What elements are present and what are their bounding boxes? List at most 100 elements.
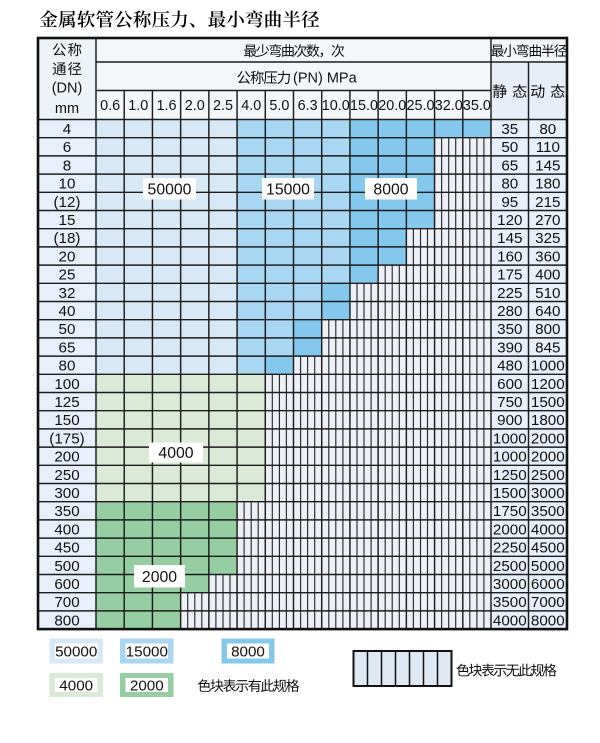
svg-text:845: 845: [535, 339, 560, 356]
svg-text:2000: 2000: [130, 677, 164, 694]
svg-text:1750: 1750: [493, 503, 527, 520]
svg-text:20: 20: [59, 248, 76, 265]
svg-text:2.5: 2.5: [213, 98, 233, 114]
svg-text:20.0: 20.0: [378, 98, 406, 114]
svg-text:50: 50: [59, 321, 76, 338]
svg-text:6000: 6000: [531, 576, 565, 593]
svg-text:35: 35: [501, 121, 518, 138]
svg-text:145: 145: [535, 157, 560, 174]
svg-text:450: 450: [54, 540, 79, 557]
svg-text:100: 100: [54, 376, 79, 393]
svg-text:8000: 8000: [231, 643, 265, 660]
svg-text:1000: 1000: [531, 358, 565, 375]
svg-text:1200: 1200: [531, 376, 565, 393]
svg-text:(DN): (DN): [52, 81, 83, 97]
svg-text:350: 350: [497, 321, 522, 338]
svg-text:325: 325: [535, 230, 560, 247]
svg-text:500: 500: [54, 558, 79, 575]
svg-text:2000: 2000: [493, 521, 527, 538]
svg-text:600: 600: [497, 376, 522, 393]
svg-text:1800: 1800: [531, 412, 565, 429]
svg-text:300: 300: [54, 485, 79, 502]
svg-text:400: 400: [54, 521, 79, 538]
svg-text:25: 25: [59, 267, 76, 284]
svg-text:5000: 5000: [531, 558, 565, 575]
svg-text:120: 120: [497, 212, 522, 229]
svg-text:6: 6: [63, 139, 71, 156]
svg-text:800: 800: [54, 612, 79, 629]
svg-text:32: 32: [59, 285, 76, 302]
svg-text:50000: 50000: [55, 643, 97, 660]
svg-text:350: 350: [54, 503, 79, 520]
svg-text:400: 400: [535, 267, 560, 284]
svg-text:145: 145: [497, 230, 522, 247]
svg-text:1500: 1500: [493, 485, 527, 502]
svg-text:(PN) MPa: (PN) MPa: [293, 71, 358, 87]
svg-text:125: 125: [54, 394, 79, 411]
svg-text:(175): (175): [49, 430, 84, 447]
svg-text:15: 15: [59, 212, 76, 229]
svg-text:1500: 1500: [531, 394, 565, 411]
svg-text:4: 4: [63, 121, 71, 138]
svg-text:(12): (12): [53, 194, 80, 211]
svg-text:10: 10: [59, 176, 76, 193]
svg-text:8000: 8000: [373, 181, 408, 198]
svg-text:2000: 2000: [531, 449, 565, 466]
svg-text:15.0: 15.0: [350, 98, 378, 114]
svg-text:1000: 1000: [493, 430, 527, 447]
svg-text:4000: 4000: [493, 612, 527, 629]
svg-text:7000: 7000: [531, 594, 565, 611]
svg-text:80: 80: [501, 176, 518, 193]
svg-text:8000: 8000: [531, 612, 565, 629]
svg-text:2250: 2250: [493, 540, 527, 557]
svg-text:250: 250: [54, 467, 79, 484]
svg-text:360: 360: [535, 248, 560, 265]
svg-text:40: 40: [59, 303, 76, 320]
svg-text:50: 50: [501, 139, 518, 156]
svg-text:270: 270: [535, 212, 560, 229]
svg-text:4000: 4000: [59, 677, 93, 694]
svg-text:640: 640: [535, 303, 560, 320]
svg-text:25.0: 25.0: [406, 98, 434, 114]
svg-text:65: 65: [501, 157, 518, 174]
svg-text:0.6: 0.6: [100, 98, 120, 114]
svg-text:750: 750: [497, 394, 522, 411]
svg-text:6.3: 6.3: [298, 98, 318, 114]
svg-text:200: 200: [54, 449, 79, 466]
svg-text:2000: 2000: [142, 569, 177, 586]
svg-text:1000: 1000: [493, 449, 527, 466]
svg-text:900: 900: [497, 412, 522, 429]
svg-text:8: 8: [63, 157, 71, 174]
svg-text:4000: 4000: [531, 521, 565, 538]
svg-text:32.0: 32.0: [435, 98, 463, 114]
svg-text:80: 80: [59, 358, 76, 375]
svg-text:50000: 50000: [148, 181, 192, 198]
svg-text:4500: 4500: [531, 540, 565, 557]
svg-text:95: 95: [501, 194, 518, 211]
svg-text:1.0: 1.0: [128, 98, 148, 114]
svg-text:5.0: 5.0: [269, 98, 289, 114]
svg-text:280: 280: [497, 303, 522, 320]
svg-text:4.0: 4.0: [241, 98, 261, 114]
svg-text:mm: mm: [55, 101, 79, 117]
svg-text:3500: 3500: [531, 503, 565, 520]
svg-text:65: 65: [59, 339, 76, 356]
svg-text:10.0: 10.0: [322, 98, 350, 114]
svg-text:3000: 3000: [493, 576, 527, 593]
svg-text:1.6: 1.6: [156, 98, 176, 114]
svg-text:(18): (18): [53, 230, 80, 247]
svg-text:175: 175: [497, 267, 522, 284]
svg-text:80: 80: [539, 121, 556, 138]
svg-text:4000: 4000: [158, 445, 193, 462]
svg-text:15000: 15000: [266, 181, 310, 198]
svg-text:150: 150: [54, 412, 79, 429]
svg-text:2.0: 2.0: [185, 98, 205, 114]
svg-text:700: 700: [54, 594, 79, 611]
svg-text:600: 600: [54, 576, 79, 593]
svg-text:3000: 3000: [531, 485, 565, 502]
svg-text:390: 390: [497, 339, 522, 356]
svg-text:2000: 2000: [531, 430, 565, 447]
svg-text:225: 225: [497, 285, 522, 302]
svg-text:160: 160: [497, 248, 522, 265]
svg-text:800: 800: [535, 321, 560, 338]
